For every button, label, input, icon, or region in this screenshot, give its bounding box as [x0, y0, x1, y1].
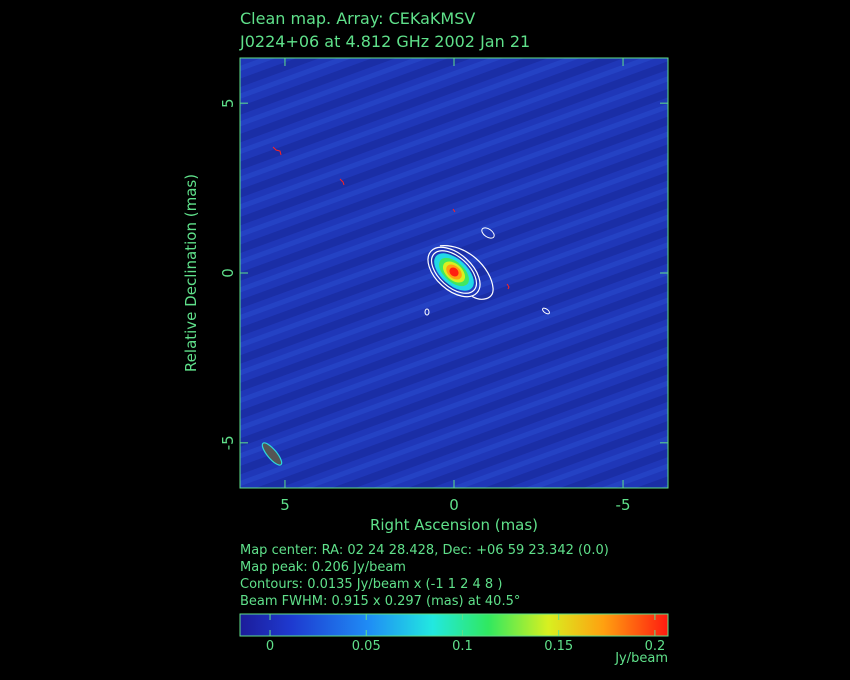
y-tick-label: 5	[219, 98, 237, 108]
title: Clean map. Array: CEKaKMSV	[240, 9, 475, 28]
map-image	[240, 58, 668, 488]
x-tick-label: 5	[280, 496, 290, 514]
colorbar-tick-label: 0.05	[352, 639, 381, 654]
y-tick-label: -5	[219, 435, 237, 450]
info-line: Beam FWHM: 0.915 x 0.297 (mas) at 40.5°	[240, 594, 520, 609]
y-axis-label: Relative Declination (mas)	[182, 174, 200, 372]
colorbar-tick-label: 0	[266, 639, 274, 654]
info-line: Map peak: 0.206 Jy/beam	[240, 560, 406, 575]
colorbar-tick-label: 0.1	[452, 639, 473, 654]
colorbar-tick-label: 0.15	[544, 639, 573, 654]
x-tick-label: 0	[449, 496, 459, 514]
subtitle: J0224+06 at 4.812 GHz 2002 Jan 21	[239, 32, 530, 51]
colorbar-unit: Jy/beam	[614, 651, 668, 666]
x-tick-label: -5	[616, 496, 631, 514]
colorbar	[240, 614, 668, 636]
x-axis-label: Right Ascension (mas)	[370, 516, 538, 534]
colorbar-tick-label: 0.2	[645, 639, 666, 654]
y-tick-label: 0	[219, 268, 237, 278]
info-line: Map center: RA: 02 24 28.428, Dec: +06 5…	[240, 543, 609, 558]
info-line: Contours: 0.0135 Jy/beam x (-1 1 2 4 8 )	[240, 577, 502, 592]
colorbar-frame	[239, 613, 669, 637]
